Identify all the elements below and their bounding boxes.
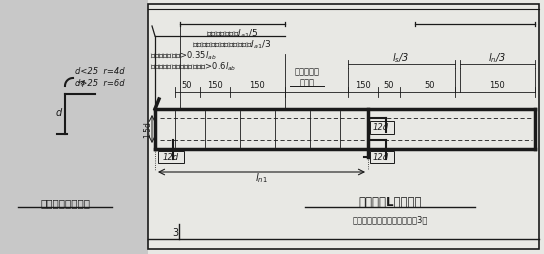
Text: 50: 50 — [182, 80, 192, 89]
Bar — [158, 151, 184, 163]
Bar — [370, 121, 394, 134]
Text: 150: 150 — [489, 80, 505, 89]
Text: d>25  r=6d: d>25 r=6d — [75, 79, 125, 88]
Text: 3: 3 — [172, 227, 178, 237]
Text: $l_n$/3: $l_n$/3 — [488, 51, 506, 65]
Text: d<25  r=4d: d<25 r=4d — [75, 67, 125, 76]
Text: 充分利用钢筋的抗拉强度时：>0.6$l_{ab}$: 充分利用钢筋的抗拉强度时：>0.6$l_{ab}$ — [150, 60, 237, 73]
Text: （通长筋）: （通长筋） — [294, 67, 319, 76]
Text: 12d: 12d — [373, 123, 389, 132]
Text: 设计接续接时：$l_{a1}$/5: 设计接续接时：$l_{a1}$/5 — [206, 28, 258, 40]
Bar — [0, 0, 148, 254]
Bar — [370, 151, 394, 163]
Text: 12d: 12d — [373, 153, 389, 162]
Text: 非框架梁L配筋构造: 非框架梁L配筋构造 — [358, 196, 422, 209]
Text: 150: 150 — [355, 80, 371, 89]
Text: $l_s$/3: $l_s$/3 — [392, 51, 410, 65]
Text: 纵向钢筋弯折要求: 纵向钢筋弯折要求 — [40, 197, 90, 207]
Text: 设计接续接时：>0.35$l_{ab}$: 设计接续接时：>0.35$l_{ab}$ — [150, 50, 217, 62]
Text: $l_{n1}$: $l_{n1}$ — [255, 170, 268, 184]
Text: 1.5d: 1.5d — [144, 121, 152, 138]
Text: 50: 50 — [384, 80, 394, 89]
Text: 12d: 12d — [163, 153, 179, 162]
Text: 150: 150 — [249, 80, 265, 89]
Text: 150: 150 — [207, 80, 223, 89]
Text: 充分利用钢筋的抗拉强度时：$l_{a1}$/3: 充分利用钢筋的抗拉强度时：$l_{a1}$/3 — [193, 39, 271, 51]
Bar — [148, 5, 539, 249]
Text: 架立筋: 架立筋 — [300, 78, 314, 87]
Text: （梁上部通长筋连接要求见注3）: （梁上部通长筋连接要求见注3） — [353, 215, 428, 224]
Text: 50: 50 — [425, 80, 435, 89]
Text: d: d — [56, 108, 62, 118]
